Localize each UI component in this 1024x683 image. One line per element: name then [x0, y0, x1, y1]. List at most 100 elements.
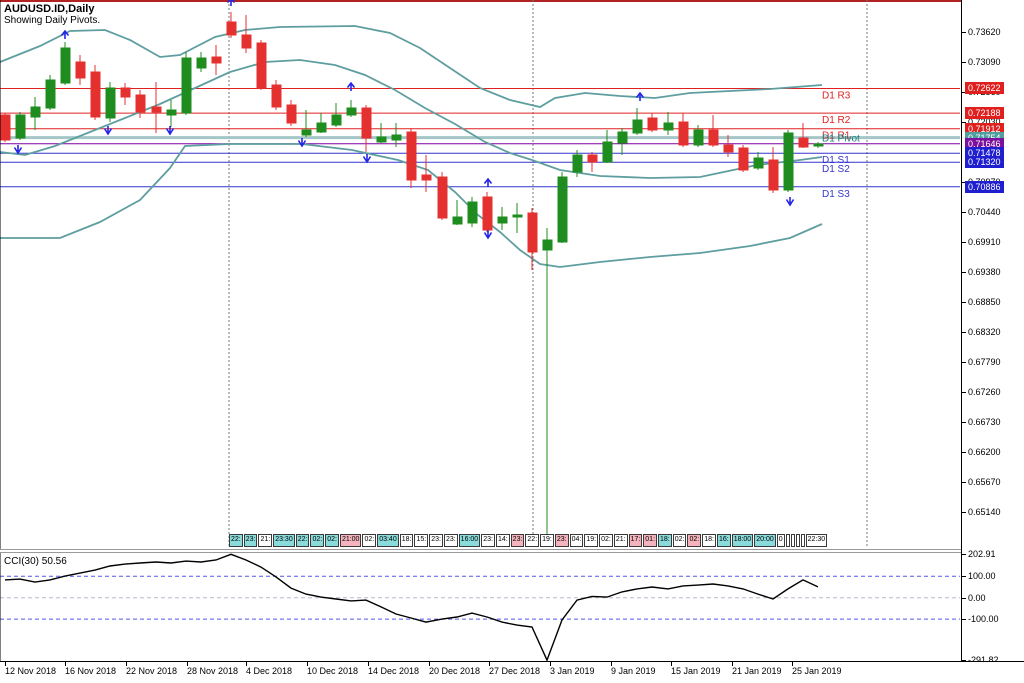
- event-flag[interactable]: 22:: [295, 534, 310, 547]
- pane-separator[interactable]: [0, 549, 1024, 550]
- event-flag[interactable]: 22:: [229, 534, 243, 547]
- price-tick-mark: [962, 392, 966, 393]
- cci-tick-mark: [962, 598, 966, 599]
- event-flag[interactable]: 19:: [584, 534, 599, 547]
- price-tick-label: 0.65140: [968, 507, 1001, 517]
- date-tick-mark: [368, 662, 369, 666]
- pane-separator[interactable]: [0, 552, 1024, 553]
- event-flag[interactable]: 17:: [628, 534, 643, 547]
- candlestick: [15, 112, 26, 140]
- bollinger-band-upper: [0, 25, 823, 108]
- candlestick: [135, 90, 146, 118]
- event-flag[interactable]: 02:: [325, 534, 339, 547]
- price-level-badge: 0.72188: [965, 107, 1004, 119]
- candlestick: [406, 128, 417, 188]
- candlestick: [678, 113, 689, 147]
- sell-arrow-icon: [165, 126, 175, 136]
- event-flag[interactable]: 0: [776, 534, 785, 547]
- bollinger-band-lower: [0, 143, 823, 268]
- event-flag[interactable]: 21:: [613, 534, 628, 547]
- price-tick-mark: [962, 512, 966, 513]
- event-flag[interactable]: 16:00: [458, 534, 481, 547]
- date-tick-mark: [489, 662, 490, 666]
- candlestick: [376, 123, 387, 143]
- event-flag[interactable]: 18:00: [731, 534, 754, 547]
- event-flag[interactable]: 15:: [414, 534, 429, 547]
- event-flag[interactable]: 16:: [716, 534, 731, 547]
- event-flag[interactable]: 23:: [481, 534, 495, 547]
- event-flag[interactable]: 14:: [495, 534, 510, 547]
- price-tick-label: 0.68320: [968, 327, 1001, 337]
- event-flag[interactable]: 19:: [540, 534, 554, 547]
- date-tick-mark: [246, 662, 247, 666]
- event-flag[interactable]: 02:: [362, 534, 377, 547]
- event-flag[interactable]: 21:: [258, 534, 273, 547]
- pivot-line-label: D1 R2: [822, 115, 851, 126]
- event-flag[interactable]: [785, 534, 790, 547]
- cci-tick-mark: [962, 576, 966, 577]
- event-flag[interactable]: 01:: [643, 534, 658, 547]
- candlestick: [632, 108, 643, 135]
- event-flag[interactable]: 21:00: [339, 534, 362, 547]
- candlestick: [90, 65, 101, 120]
- buy-arrow-icon: [635, 91, 645, 101]
- event-flag[interactable]: 02:: [672, 534, 687, 547]
- candlestick: [587, 152, 598, 172]
- candlestick: [256, 40, 267, 90]
- event-flag[interactable]: 02:: [310, 534, 325, 547]
- event-flag[interactable]: 23:: [243, 534, 258, 547]
- price-tick-label: 0.72030: [968, 117, 1001, 127]
- date-tick-label: 27 Dec 2018: [489, 666, 541, 676]
- event-flag[interactable]: 23:: [429, 534, 443, 547]
- date-tick-label: 25 Jan 2019: [792, 666, 842, 676]
- event-flag[interactable]: 02:: [687, 534, 702, 547]
- price-tick-mark: [962, 122, 966, 123]
- event-flag[interactable]: 03:40: [377, 534, 399, 547]
- event-flag[interactable]: 02:: [599, 534, 613, 547]
- pivot-line-label: D1 R1: [822, 131, 851, 142]
- symbol-period-label: AUDUSD.ID,Daily: [4, 3, 95, 15]
- date-axis[interactable]: 12 Nov 2018 16 Nov 2018 22 Nov 2018 28 Nov …: [0, 661, 1024, 683]
- event-flag[interactable]: 22:30: [805, 534, 828, 547]
- event-flag[interactable]: 23:: [554, 534, 569, 547]
- price-tick-mark: [962, 332, 966, 333]
- candlestick: [497, 207, 508, 230]
- event-flag[interactable]: 04:: [569, 534, 584, 547]
- candlestick: [30, 97, 41, 130]
- candlestick: [196, 52, 207, 72]
- cci-indicator-canvas[interactable]: [0, 553, 961, 661]
- price-level-badge: 0.70886: [965, 181, 1004, 193]
- candlestick: [572, 150, 583, 177]
- candlestick: [482, 192, 493, 232]
- candlestick: [226, 12, 237, 38]
- price-axis[interactable]: 0.736200.730900.725600.720300.709700.704…: [961, 0, 1024, 665]
- price-tick-label: 0.66730: [968, 417, 1001, 427]
- event-flag[interactable]: [790, 534, 795, 547]
- sell-arrow-icon: [297, 138, 307, 148]
- indicator-note-label: Showing Daily Pivots.: [4, 15, 101, 26]
- date-tick-label: 4 Dec 2018: [246, 666, 293, 676]
- pivot-line-label: D1 Pivot: [822, 134, 860, 145]
- candlestick: [602, 130, 613, 163]
- price-tick-mark: [962, 482, 966, 483]
- event-flag[interactable]: [795, 534, 800, 547]
- sell-arrow-icon: [483, 230, 493, 240]
- cci-tick-mark: [962, 554, 966, 555]
- event-flag[interactable]: 20:00: [754, 534, 776, 547]
- sell-arrow-icon: [785, 197, 795, 207]
- event-flag-row[interactable]: 22: 23: 21: 23:30 22: 02: 02: 21:00 02: 03:40 18: 1…: [229, 534, 828, 547]
- event-flag[interactable]: [800, 534, 805, 547]
- price-level-badge: 0.72622: [965, 82, 1004, 94]
- event-flag[interactable]: 18:: [399, 534, 414, 547]
- event-flag[interactable]: 23:: [443, 534, 458, 547]
- event-flag[interactable]: 23:: [510, 534, 525, 547]
- price-tick-mark: [962, 242, 966, 243]
- price-tick-label: 0.69380: [968, 267, 1001, 277]
- event-flag[interactable]: 23:30: [273, 534, 295, 547]
- event-flag[interactable]: 18:: [658, 534, 672, 547]
- cci-tick-label: 0.00: [968, 593, 986, 603]
- event-flag[interactable]: 22:: [525, 534, 540, 547]
- event-flag[interactable]: 18:: [702, 534, 716, 547]
- date-tick-label: 22 Nov 2018: [126, 666, 178, 676]
